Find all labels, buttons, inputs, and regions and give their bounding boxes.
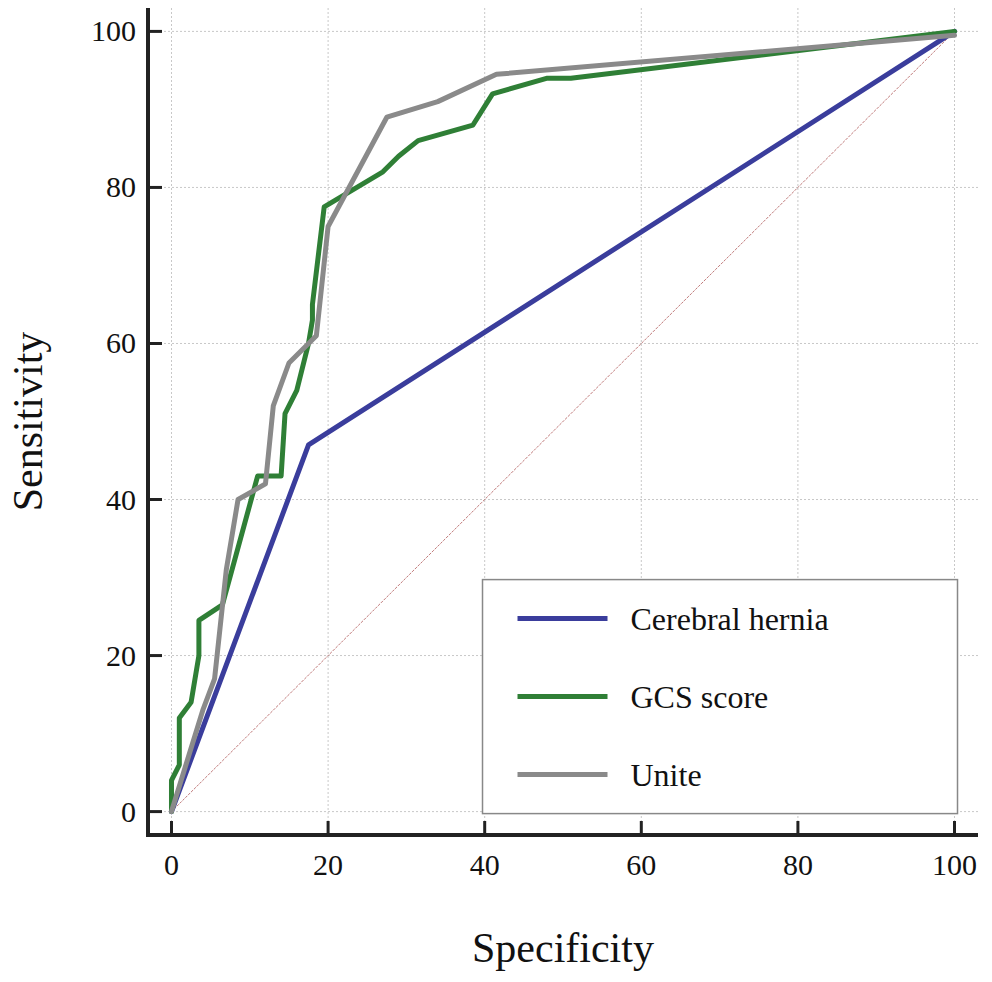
axes: 0 20 40 60 80 100 0 20 40 60 80 100	[91, 8, 978, 881]
grid-line	[328, 8, 329, 835]
grid-line	[148, 187, 978, 188]
grid	[148, 8, 978, 835]
legend-box	[483, 580, 958, 814]
y-axis-line	[146, 8, 150, 837]
y-tick-label: 0	[121, 795, 136, 828]
x-tick	[796, 821, 799, 835]
x-tick	[327, 821, 330, 835]
x-axis-title: Specificity	[472, 925, 654, 971]
legend-label: Unite	[631, 757, 702, 793]
x-tick-label: 40	[470, 848, 500, 881]
x-tick	[953, 821, 956, 835]
y-tick-label: 80	[106, 170, 136, 203]
y-tick-label: 100	[91, 14, 136, 47]
grid-line	[148, 343, 978, 344]
legend-label: Cerebral hernia	[631, 601, 829, 637]
x-axis-line	[146, 833, 978, 837]
y-tick	[148, 30, 162, 33]
x-tick-label: 100	[932, 848, 977, 881]
x-tick-label: 80	[783, 848, 813, 881]
grid-line	[148, 31, 978, 32]
grid-line	[148, 499, 978, 500]
x-tick-label: 20	[313, 848, 343, 881]
x-tick	[170, 821, 173, 835]
x-tick-label: 60	[626, 848, 656, 881]
grid-line	[171, 8, 172, 835]
y-tick	[148, 810, 162, 813]
y-axis-title: Sensitivity	[5, 332, 51, 512]
legend: Cerebral hernia GCS score Unite	[483, 580, 958, 814]
y-tick	[148, 186, 162, 189]
legend-swatch	[518, 772, 608, 777]
chart: 0 20 40 60 80 100 0 20 40 60 80 100 Specificity Sensi…	[0, 0, 992, 982]
y-tick	[148, 342, 162, 345]
y-tick-label: 60	[106, 326, 136, 359]
x-tick	[640, 821, 643, 835]
y-tick	[148, 498, 162, 501]
y-tick-label: 20	[106, 639, 136, 672]
x-tick	[483, 821, 486, 835]
legend-swatch	[518, 616, 608, 621]
legend-label: GCS score	[631, 679, 769, 715]
y-tick-label: 40	[106, 483, 136, 516]
y-tick	[148, 654, 162, 657]
legend-swatch	[518, 694, 608, 699]
x-tick-label: 0	[164, 848, 179, 881]
